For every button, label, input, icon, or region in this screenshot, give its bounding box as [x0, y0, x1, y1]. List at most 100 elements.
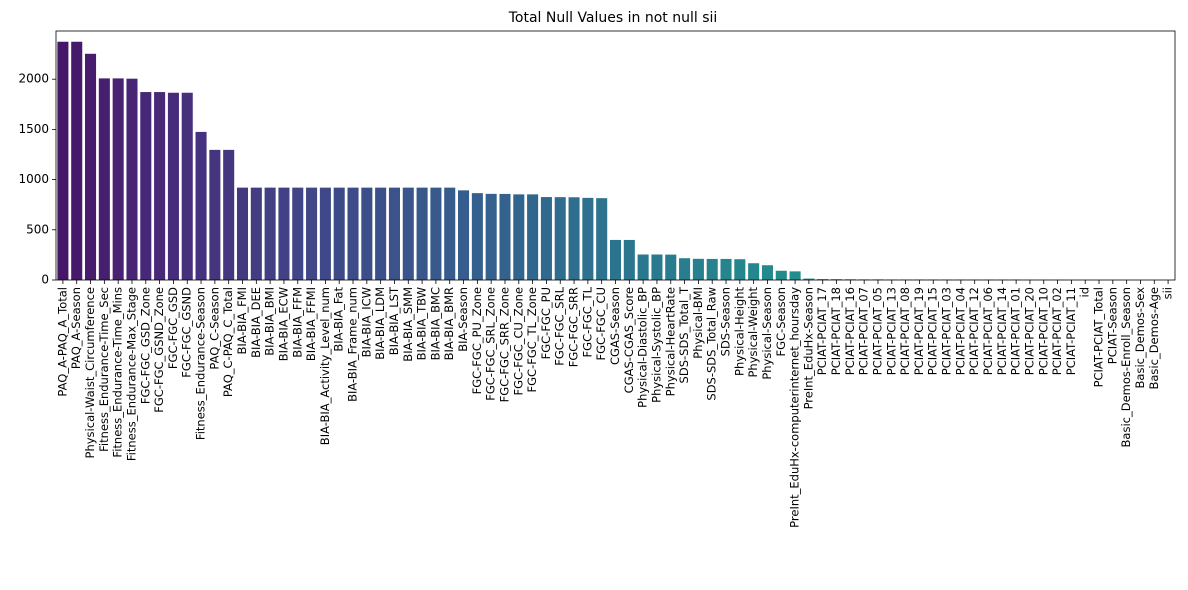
x-tick-label: FGC-FGC_CU	[594, 287, 608, 360]
x-tick-label: Basic_Demos-Sex	[1133, 287, 1147, 389]
bar	[250, 187, 262, 280]
bar	[416, 187, 428, 280]
bar	[126, 78, 138, 280]
bar	[582, 197, 594, 280]
x-tick-label: Physical-Diastolic_BP	[636, 287, 650, 408]
bar	[651, 254, 663, 280]
bar	[775, 270, 787, 280]
x-tick-label: PCIAT-PCIAT_01	[1009, 287, 1023, 375]
x-tick-label: PAQ_C-PAQ_C_Total	[221, 287, 235, 397]
bar	[319, 187, 331, 280]
bar	[209, 149, 221, 280]
x-tick-label: FGC-FGC_PU_Zone	[470, 287, 484, 394]
x-tick-label: FGC-FGC_CU_Zone	[511, 287, 525, 396]
bar	[375, 187, 387, 280]
x-tick-label: BIA-BIA_BMC	[428, 287, 442, 360]
bar	[71, 41, 83, 280]
bar	[817, 279, 829, 280]
x-tick-label: PCIAT-PCIAT_03	[940, 287, 954, 375]
bar	[292, 187, 304, 280]
x-tick-label: FGC-Season	[774, 287, 788, 356]
x-tick-label: BIA-BIA_TBW	[415, 287, 429, 360]
bar	[485, 193, 497, 280]
x-axis: PAQ_A-PAQ_A_Total PAQ_A-Season Physical-Wa…	[55, 280, 1175, 528]
x-tick-label: FGC-FGC_SRR	[567, 287, 581, 367]
chart-title: Total Null Values in not null sii	[508, 10, 718, 26]
x-tick-label: BIA-BIA_DEE	[249, 287, 263, 358]
x-tick-label: PCIAT-PCIAT_02	[1050, 287, 1064, 375]
x-tick-label: SDS-SDS_Total_T	[677, 286, 691, 383]
bar	[513, 194, 525, 280]
bar	[430, 187, 442, 280]
x-tick-label: PCIAT-PCIAT_04	[953, 287, 967, 375]
bar	[554, 197, 566, 280]
x-tick-label: PCIAT-PCIAT_13	[884, 287, 898, 375]
x-tick-label: FGC-FGC_TL	[580, 286, 594, 357]
x-tick-label: BIA-BIA_BMR	[442, 287, 456, 360]
x-tick-label: BIA-BIA_LST	[387, 286, 401, 355]
bar	[361, 187, 373, 280]
x-tick-label: FGC-FGC_SRL	[553, 286, 567, 365]
x-tick-label: CGAS-Season	[608, 287, 622, 365]
bar	[195, 131, 207, 280]
x-tick-label: Physical-Season	[760, 287, 774, 380]
bar	[458, 190, 470, 280]
bar	[223, 149, 235, 280]
bar	[789, 271, 801, 280]
x-tick-label: Fitness_Endurance-Max_Stage	[124, 287, 138, 461]
x-tick-label: PCIAT-PCIAT_08	[898, 287, 912, 375]
x-tick-label: BIA-BIA_ICW	[359, 287, 373, 357]
x-tick-label: PCIAT-Season	[1105, 287, 1119, 364]
x-tick-label: Physical-Weight	[746, 287, 760, 378]
x-tick-label: PCIAT-PCIAT_19	[912, 287, 926, 375]
x-tick-label: PCIAT-PCIAT_12	[967, 287, 981, 375]
x-tick-label: FGC-FGC_GSND_Zone	[152, 287, 166, 413]
x-tick-label: FGC-FGC_SRL_Zone	[484, 287, 498, 401]
x-tick-label: PAQ_A-Season	[69, 287, 83, 369]
bar	[803, 278, 815, 280]
x-tick-label: BIA-BIA_Frame_num	[346, 287, 360, 402]
bar	[140, 92, 152, 280]
bar	[527, 194, 539, 280]
y-tick-label: 0	[41, 273, 49, 287]
bar	[278, 187, 290, 280]
x-tick-label: id	[1078, 287, 1092, 298]
x-tick-label: Physical-BMI	[691, 287, 705, 359]
x-tick-label: BIA-BIA_Fat	[332, 287, 346, 352]
x-tick-label: BIA-BIA_FFM	[290, 287, 304, 358]
bar	[596, 198, 608, 280]
y-tick-label: 1000	[18, 172, 49, 186]
x-tick-label: Physical-Waist_Circumference	[83, 287, 97, 458]
bar	[637, 254, 649, 280]
bar	[734, 259, 746, 280]
x-tick-label: FGC-FGC_GSD_Zone	[138, 287, 152, 404]
bar	[623, 239, 635, 280]
x-tick-label: PCIAT-PCIAT_18	[829, 287, 843, 375]
x-tick-label: FGC-FGC_SRR_Zone	[497, 287, 511, 402]
x-tick-label: Physical-Systolic_BP	[649, 287, 663, 403]
x-tick-label: PCIAT-PCIAT_07	[857, 287, 871, 375]
bar	[154, 92, 166, 280]
bar	[692, 258, 704, 280]
bar	[609, 239, 622, 280]
x-tick-label: PCIAT-PCIAT_11	[1064, 287, 1078, 375]
bar	[98, 78, 110, 280]
x-tick-label: PCIAT-PCIAT_06	[981, 287, 995, 375]
bar	[236, 187, 249, 280]
x-tick-label: Fitness_Endurance-Season	[194, 287, 208, 440]
bar	[402, 187, 414, 280]
bar	[112, 78, 124, 280]
x-tick-label: BIA-BIA_FFMI	[304, 287, 318, 361]
bar	[333, 187, 345, 280]
x-tick-label: CGAS-CGAS_Score	[622, 287, 636, 393]
bar	[471, 193, 483, 280]
bar	[85, 53, 97, 280]
y-tick-label: 500	[26, 222, 49, 236]
bar	[761, 265, 773, 280]
x-tick-label: PAQ_C-Season	[207, 287, 221, 370]
bar	[720, 258, 732, 280]
bar	[57, 41, 69, 280]
bar	[499, 193, 511, 280]
x-tick-label: BIA-BIA_SMM	[401, 287, 415, 362]
